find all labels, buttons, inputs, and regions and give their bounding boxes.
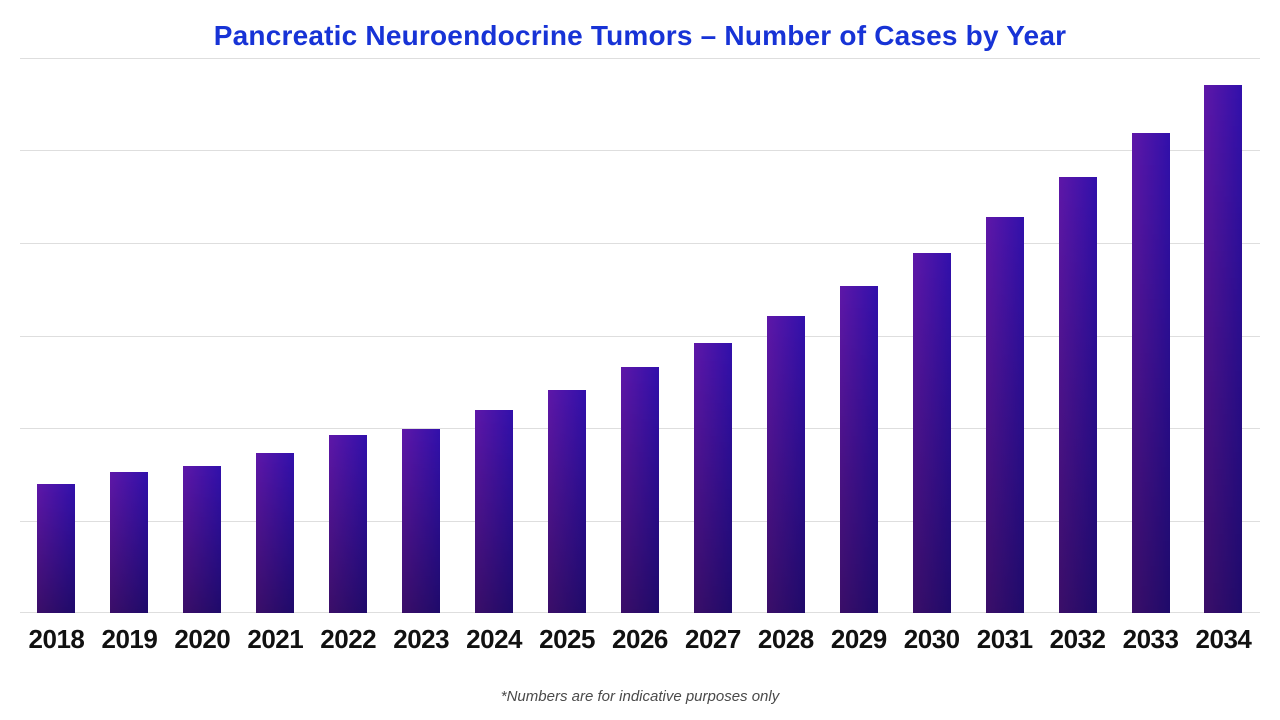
bar-column-2023 [385, 58, 458, 613]
bar-2019 [110, 472, 149, 613]
chart-title: Pancreatic Neuroendocrine Tumors – Numbe… [213, 20, 1067, 51]
bar-2031 [985, 217, 1024, 613]
bar-column-2028 [749, 58, 822, 613]
x-axis-label-2029: 2029 [830, 624, 887, 654]
bar-column-2019 [93, 58, 166, 613]
bar-2028 [766, 316, 805, 613]
bar-2021 [256, 452, 295, 613]
bar-column-2026 [604, 58, 677, 613]
x-axis-label-2021: 2021 [247, 624, 304, 654]
bar-column-2029 [822, 58, 895, 613]
bar-2018 [37, 483, 76, 613]
bar-column-2027 [676, 58, 749, 613]
bar-2025 [548, 390, 587, 613]
bar-column-2020 [166, 58, 239, 613]
bars-row [20, 58, 1260, 613]
bar-column-2024 [458, 58, 531, 613]
x-axis-label-2032: 2032 [1049, 624, 1106, 654]
x-axis-label-2022: 2022 [320, 624, 377, 654]
x-axis-label-2034: 2034 [1195, 624, 1252, 654]
bar-2026 [620, 366, 659, 613]
gridline [20, 58, 1260, 59]
x-axis-label-2026: 2026 [612, 624, 668, 654]
bar-2020 [183, 465, 222, 613]
plot-area [20, 58, 1260, 613]
bar-column-2021 [239, 58, 312, 613]
bar-column-2032 [1041, 58, 1114, 613]
x-axis-label-2031: 2031 [976, 624, 1033, 654]
bar-2027 [693, 342, 732, 613]
bar-column-2033 [1114, 58, 1187, 613]
bar-2022 [329, 435, 368, 613]
x-axis-label-2033: 2033 [1122, 624, 1179, 654]
bar-column-2018 [20, 58, 93, 613]
bar-2032 [1058, 177, 1097, 613]
bar-2023 [402, 428, 441, 613]
bar-2030 [912, 253, 951, 613]
bar-2033 [1131, 132, 1170, 613]
x-axis-label-2025: 2025 [539, 624, 595, 654]
x-axis-label-2024: 2024 [466, 624, 523, 654]
x-axis-label-2028: 2028 [757, 624, 814, 654]
x-axis-labels: 2018 2019 2020 2021 2022 2023 2024 2025 2026 2027… [20, 624, 1260, 655]
bar-column-2034 [1187, 58, 1260, 613]
x-axis-label-2023: 2023 [393, 624, 450, 654]
x-axis-label-2018: 2018 [28, 624, 85, 654]
gridline [20, 150, 1260, 152]
bar-column-2031 [968, 58, 1041, 613]
bar-2024 [475, 409, 514, 613]
x-axis-label-2019: 2019 [101, 624, 158, 654]
gridline [20, 242, 1260, 244]
x-axis-label-2030: 2030 [903, 624, 960, 654]
x-axis-label-2027: 2027 [684, 624, 741, 654]
footnote: *Numbers are for indicative purposes onl… [500, 688, 780, 705]
gridline [20, 335, 1260, 337]
x-axis-label-2020: 2020 [174, 624, 231, 654]
bar-2029 [839, 285, 878, 613]
bar-2034 [1204, 84, 1243, 613]
bar-column-2025 [531, 58, 604, 613]
bar-column-2022 [312, 58, 385, 613]
bar-column-2030 [895, 58, 968, 613]
